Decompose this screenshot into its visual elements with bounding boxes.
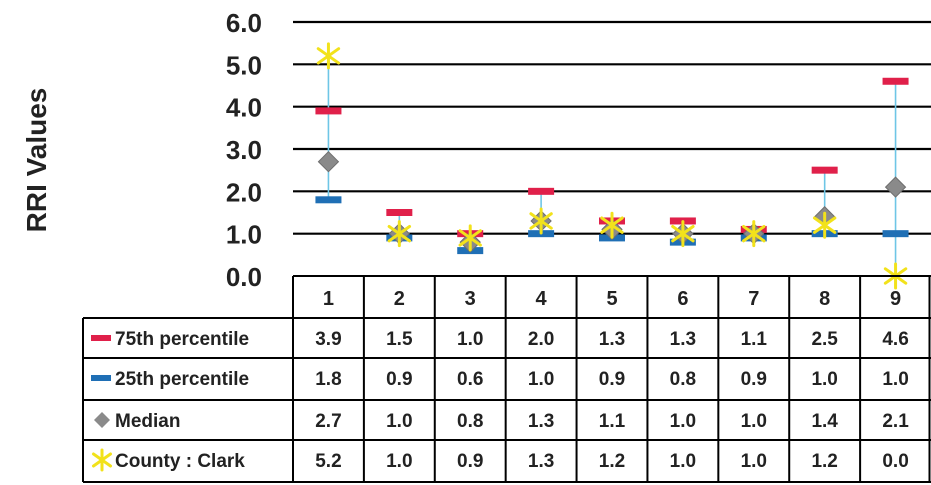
table-value: 4.6 [882, 329, 908, 350]
legend-label: Median [115, 411, 180, 432]
y-tick-label: 4.0 [226, 93, 262, 123]
table-value: 0.8 [457, 411, 483, 432]
x-category-label: 2 [394, 288, 405, 310]
data-table: 1 2 3 4 5 6 7 8 9 75th percentile 3.9 1.5 1.0 2.0 1.3 1… [82, 275, 931, 483]
x-category-label: 4 [536, 288, 548, 310]
county-mark [458, 224, 482, 252]
legend-swatch [91, 375, 111, 381]
x-category-label: 8 [819, 288, 830, 310]
y-tick-label: 3.0 [226, 135, 262, 165]
table-value: 1.0 [882, 369, 908, 390]
table-value: 1.0 [386, 451, 412, 472]
table-value: 2.7 [315, 411, 341, 432]
p75-mark [528, 187, 555, 195]
table-value: 1.1 [741, 329, 768, 350]
table-value: 2.5 [811, 329, 838, 350]
x-category-label: 1 [323, 288, 334, 310]
table-value: 1.0 [528, 369, 554, 390]
p75-mark [386, 209, 413, 216]
x-category-label: 9 [890, 288, 901, 310]
y-tick-label: 5.0 [226, 50, 262, 80]
p25-mark [315, 196, 342, 204]
county-mark [600, 211, 624, 239]
legend-swatch [91, 335, 111, 341]
median-mark [884, 176, 907, 198]
y-tick-labels: 0.0 1.0 2.0 3.0 4.0 5.0 6.0 [226, 8, 262, 292]
y-tick-label: 1.0 [226, 220, 262, 250]
p75-mark [315, 107, 342, 115]
legend-swatch [94, 412, 110, 428]
legend-label: 75th percentile [115, 329, 249, 350]
legend-label: 25th percentile [115, 369, 249, 390]
table-value: 1.8 [315, 369, 341, 390]
p25-mark [882, 230, 909, 238]
county-mark [316, 42, 341, 70]
table-value: 1.0 [386, 411, 412, 432]
y-tick-label: 6.0 [226, 8, 262, 38]
table-value: 1.4 [811, 411, 838, 432]
table-value: 0.9 [457, 451, 483, 472]
table-value: 1.0 [670, 451, 696, 472]
legend-label: County : Clark [115, 451, 245, 472]
table-value: 1.0 [670, 411, 696, 432]
table-value: 0.9 [386, 369, 412, 390]
table-value: 1.2 [599, 451, 625, 472]
county-mark [812, 211, 837, 239]
x-category-label: 5 [606, 288, 617, 310]
table-value: 0.8 [670, 369, 696, 390]
range-lines [327, 55, 897, 276]
table-value: 2.1 [882, 411, 909, 432]
table-value: 1.3 [670, 329, 696, 350]
table-value: 2.0 [528, 329, 554, 350]
x-category-label: 7 [748, 288, 759, 310]
table-value: 1.0 [741, 451, 767, 472]
table-value: 1.3 [528, 451, 554, 472]
table-value: 1.0 [811, 369, 837, 390]
county-mark [671, 220, 695, 248]
y-tick-label: 2.0 [226, 177, 262, 207]
x-category-label: 6 [677, 288, 688, 310]
table-value: 0.9 [599, 369, 625, 390]
table-value: 5.2 [315, 451, 341, 472]
table-value: 1.3 [528, 411, 554, 432]
table-value: 1.5 [386, 329, 413, 350]
median-mark [317, 150, 340, 173]
y-axis-label: RRI Values [21, 88, 52, 233]
table-value: 1.0 [741, 411, 767, 432]
table-value: 0.6 [457, 369, 483, 390]
county-mark [387, 220, 412, 248]
gridlines [293, 20, 931, 235]
table-value: 1.3 [599, 329, 625, 350]
county-mark [529, 207, 553, 235]
county-mark [742, 220, 766, 248]
table-value: 1.2 [811, 451, 837, 472]
table-value: 3.9 [315, 329, 341, 350]
table-value: 0.0 [882, 451, 908, 472]
data-marks [315, 42, 909, 290]
table-value: 0.9 [741, 369, 767, 390]
x-category-label: 3 [465, 288, 476, 310]
table-value: 1.0 [457, 329, 483, 350]
y-tick-label: 0.0 [226, 262, 262, 292]
p75-mark [882, 77, 909, 85]
p75-mark [811, 166, 838, 174]
table-value: 1.1 [599, 411, 626, 432]
legend-swatch [92, 448, 112, 472]
